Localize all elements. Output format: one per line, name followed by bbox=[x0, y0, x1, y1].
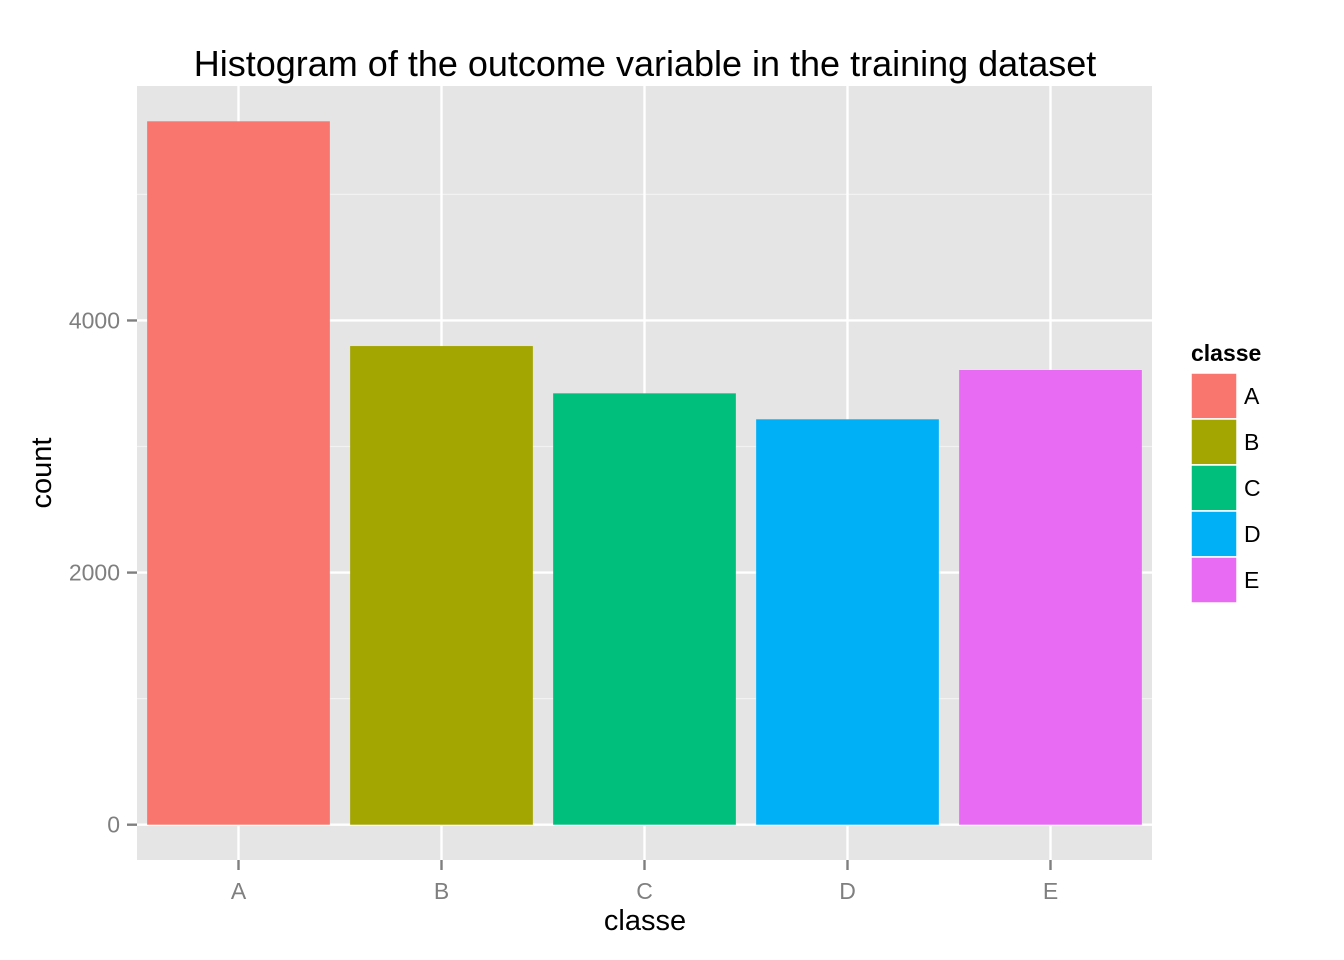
legend-swatch-e bbox=[1190, 556, 1238, 604]
chart-title: Histogram of the outcome variable in the… bbox=[194, 43, 1097, 84]
bar-b bbox=[350, 346, 533, 825]
x-tick-label: D bbox=[839, 878, 856, 904]
y-tick-label: 0 bbox=[107, 812, 120, 838]
legend-title: classe bbox=[1191, 340, 1261, 366]
legend-label-b: B bbox=[1244, 429, 1259, 455]
legend-swatch-d bbox=[1190, 510, 1238, 558]
x-axis-title: classe bbox=[604, 905, 686, 937]
bars bbox=[147, 121, 1142, 825]
bar-c bbox=[553, 393, 736, 825]
bar-e bbox=[959, 370, 1142, 825]
x-tick-label: B bbox=[434, 878, 449, 904]
x-tick-label: E bbox=[1043, 878, 1058, 904]
bar-a bbox=[147, 121, 330, 825]
y-tick-label: 2000 bbox=[69, 560, 120, 586]
legend-label-e: E bbox=[1244, 567, 1259, 593]
bar-d bbox=[756, 419, 939, 825]
legend-label-a: A bbox=[1244, 383, 1260, 409]
x-tick-label: A bbox=[231, 878, 247, 904]
axes: 0 2000 4000 A B C D E bbox=[69, 307, 1058, 904]
legend-label-c: C bbox=[1244, 475, 1261, 501]
y-axis-title: count bbox=[26, 438, 58, 509]
legend-label-d: D bbox=[1244, 521, 1261, 547]
legend-swatch-a bbox=[1190, 372, 1238, 420]
legend-swatch-b bbox=[1190, 418, 1238, 466]
legend-swatch-c bbox=[1190, 464, 1238, 512]
y-tick-label: 4000 bbox=[69, 307, 120, 333]
x-tick-label: C bbox=[636, 878, 653, 904]
